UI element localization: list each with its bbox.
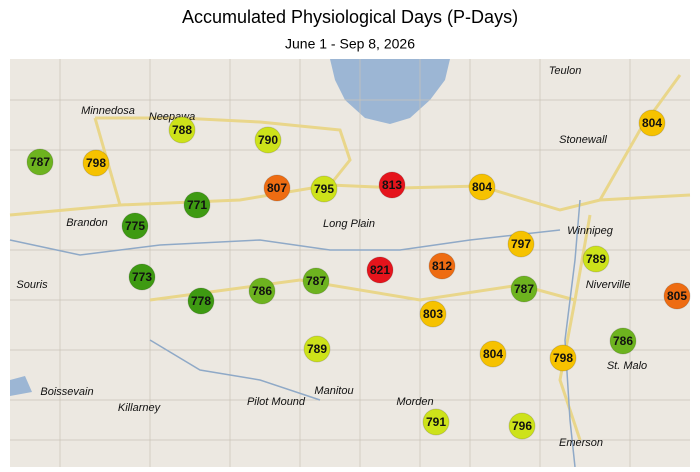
town-label: Boissevain	[40, 386, 93, 398]
rivers	[9, 199, 581, 468]
p-day-marker	[183, 191, 211, 219]
p-day-marker	[168, 116, 196, 144]
p-day-marker	[428, 252, 456, 280]
p-day-marker	[187, 287, 215, 315]
town-label: Souris	[16, 279, 48, 291]
p-day-marker	[366, 256, 394, 284]
p-day-value: 791	[426, 415, 446, 429]
p-day-marker	[248, 277, 276, 305]
p-day-value: 795	[314, 182, 334, 196]
p-day-value: 787	[30, 155, 50, 169]
p-day-marker	[422, 408, 450, 436]
p-day-marker	[82, 149, 110, 177]
p-day-marker	[26, 148, 54, 176]
p-day-marker	[468, 173, 496, 201]
p-day-value: 786	[252, 284, 272, 298]
map-background	[10, 59, 690, 467]
town-label: Winnipeg	[567, 225, 614, 237]
p-day-value: 789	[586, 252, 606, 266]
p-day-value: 803	[423, 307, 443, 321]
p-day-value: 787	[514, 282, 534, 296]
p-day-marker	[302, 267, 330, 295]
p-day-marker	[479, 340, 507, 368]
town-label: Emerson	[559, 437, 603, 449]
p-day-marker	[419, 300, 447, 328]
minor-roads	[10, 59, 690, 467]
p-day-value: 790	[258, 133, 278, 147]
p-day-marker	[378, 171, 406, 199]
p-day-value: 798	[553, 351, 573, 365]
town-label: Manitou	[314, 385, 353, 397]
p-day-marker	[638, 109, 666, 137]
town-label: Brandon	[66, 217, 108, 229]
town-label: Killarney	[118, 402, 162, 414]
p-day-value: 778	[191, 294, 211, 308]
town-label: Long Plain	[323, 218, 375, 230]
p-day-value: 798	[86, 156, 106, 170]
p-day-value: 771	[187, 198, 207, 212]
town-label: Teulon	[549, 65, 582, 77]
p-day-marker	[128, 263, 156, 291]
p-day-value: 807	[267, 181, 287, 195]
p-day-value: 821	[370, 263, 390, 277]
p-day-marker	[663, 282, 691, 310]
town-label: Morden	[396, 396, 433, 408]
p-day-value: 796	[512, 419, 532, 433]
p-day-marker	[507, 230, 535, 258]
subtitle: June 1 - Sep 8, 2026	[285, 36, 415, 52]
p-day-value: 775	[125, 219, 145, 233]
p-day-value: 773	[132, 270, 152, 284]
p-day-marker	[263, 174, 291, 202]
p-day-value: 788	[172, 123, 192, 137]
p-day-marker	[121, 212, 149, 240]
p-day-marker	[310, 175, 338, 203]
town-label: Pilot Mound	[247, 396, 306, 408]
p-day-value: 804	[642, 116, 662, 130]
p-day-value: 813	[382, 178, 402, 192]
p-day-value: 812	[432, 259, 452, 273]
p-day-value: 787	[306, 274, 326, 288]
p-day-value: 786	[613, 334, 633, 348]
p-day-marker	[510, 275, 538, 303]
town-label: Stonewall	[559, 134, 607, 146]
p-day-value: 804	[483, 347, 503, 361]
p-day-value: 797	[511, 237, 531, 251]
title: Accumulated Physiological Days (P-Days)	[182, 7, 518, 27]
p-day-value: 804	[472, 180, 492, 194]
town-label: St. Malo	[607, 360, 647, 372]
p-day-marker	[582, 245, 610, 273]
p-day-value: 789	[307, 342, 327, 356]
p-day-marker	[609, 327, 637, 355]
p-day-marker	[303, 335, 331, 363]
lake	[10, 376, 32, 396]
town-label: Minnedosa	[81, 105, 135, 117]
p-day-marker	[254, 126, 282, 154]
p-day-marker	[508, 412, 536, 440]
p-day-value: 805	[667, 289, 687, 303]
town-label: Niverville	[586, 279, 631, 291]
p-day-marker	[549, 344, 577, 372]
